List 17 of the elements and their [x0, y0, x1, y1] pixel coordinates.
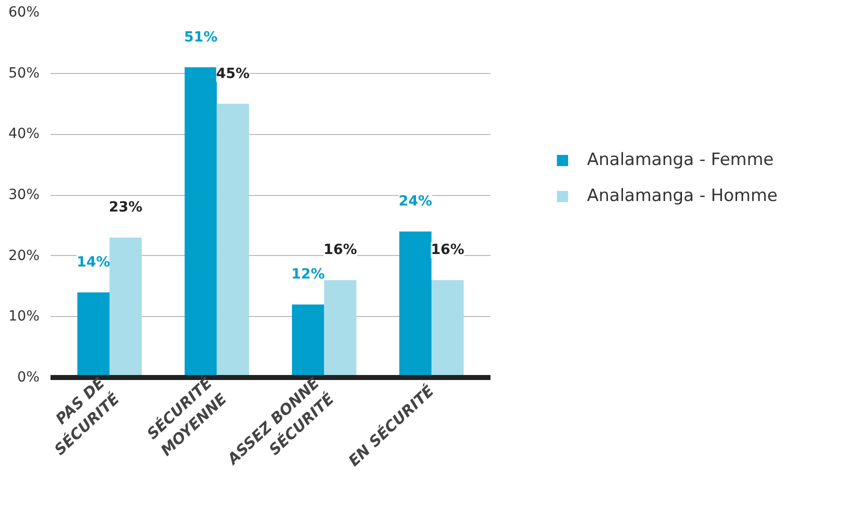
y-tick-label: 0% [17, 370, 40, 386]
text: 24% [398, 194, 432, 210]
legend-label: Analamanga - Homme [587, 186, 778, 206]
y-tick-label: 60% [8, 4, 40, 20]
text: 51% [184, 29, 218, 46]
y-tick-label: 30% [8, 187, 40, 203]
y-tick-label: 40% [8, 126, 40, 142]
text: 23% [108, 200, 142, 216]
text: 12% [291, 266, 325, 282]
y-tick-label: 20% [8, 248, 40, 264]
text: 16% [430, 242, 464, 258]
y-tick-label: 50% [8, 65, 40, 82]
legend-label: Analamanga - Femme [587, 150, 774, 170]
text: 45% [216, 66, 250, 82]
text: 14% [76, 254, 110, 270]
text: 16% [324, 242, 358, 258]
y-tick-label: 10% [8, 308, 40, 325]
